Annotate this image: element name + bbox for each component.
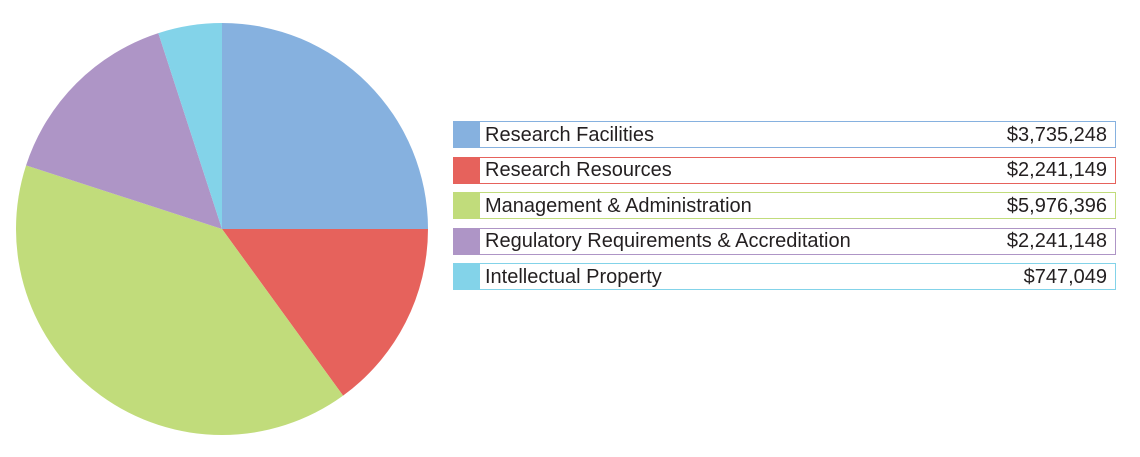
legend-swatch (453, 156, 480, 184)
legend-box: Intellectual Property $747,049 (480, 263, 1116, 290)
pie-slice-research-resources (222, 229, 428, 396)
legend-swatch (453, 227, 480, 255)
legend-value: $2,241,148 (1006, 230, 1107, 252)
legend-label: Research Facilities (485, 123, 654, 146)
legend-value: $2,241,149 (1006, 159, 1107, 181)
legend-item-intellectual-property: Intellectual Property $747,049 (453, 263, 1116, 290)
legend-value: $5,976,396 (1006, 194, 1107, 217)
legend-label: Management & Administration (485, 194, 752, 217)
legend-item-research-facilities: Research Facilities $3,735,248 (453, 121, 1116, 148)
legend-swatch (453, 121, 480, 148)
legend-box: Research Facilities $3,735,248 (480, 121, 1116, 148)
legend-box: Management & Administration $5,976,396 (480, 192, 1116, 219)
pie-slice-regulatory-requirements-accreditation (26, 33, 223, 230)
legend-swatch (453, 263, 480, 290)
pie-slice-intellectual-property (158, 23, 222, 229)
legend-item-research-resources: Research Resources $2,241,149 (453, 156, 1116, 184)
legend-label: Research Resources (485, 159, 672, 181)
pie-slice-research-facilities (222, 23, 428, 230)
legend-label: Regulatory Requirements & Accreditation (485, 230, 851, 252)
legend-box: Regulatory Requirements & Accreditation $… (480, 227, 1116, 255)
legend-item-management-administration: Management & Administration $5,976,396 (453, 192, 1116, 219)
pie-chart (15, 23, 428, 436)
legend-box: Research Resources $2,241,149 (480, 156, 1116, 184)
legend-value: $3,735,248 (1006, 123, 1107, 146)
legend-item-regulatory-requirements-accreditation: Regulatory Requirements & Accreditation $… (453, 227, 1116, 255)
legend: Research Facilities $3,735,248 Research Re… (453, 121, 1116, 299)
legend-swatch (453, 192, 480, 219)
pie-slice-management-administration (15, 165, 344, 436)
legend-value: $747,049 (1023, 265, 1107, 288)
legend-label: Intellectual Property (485, 265, 662, 288)
